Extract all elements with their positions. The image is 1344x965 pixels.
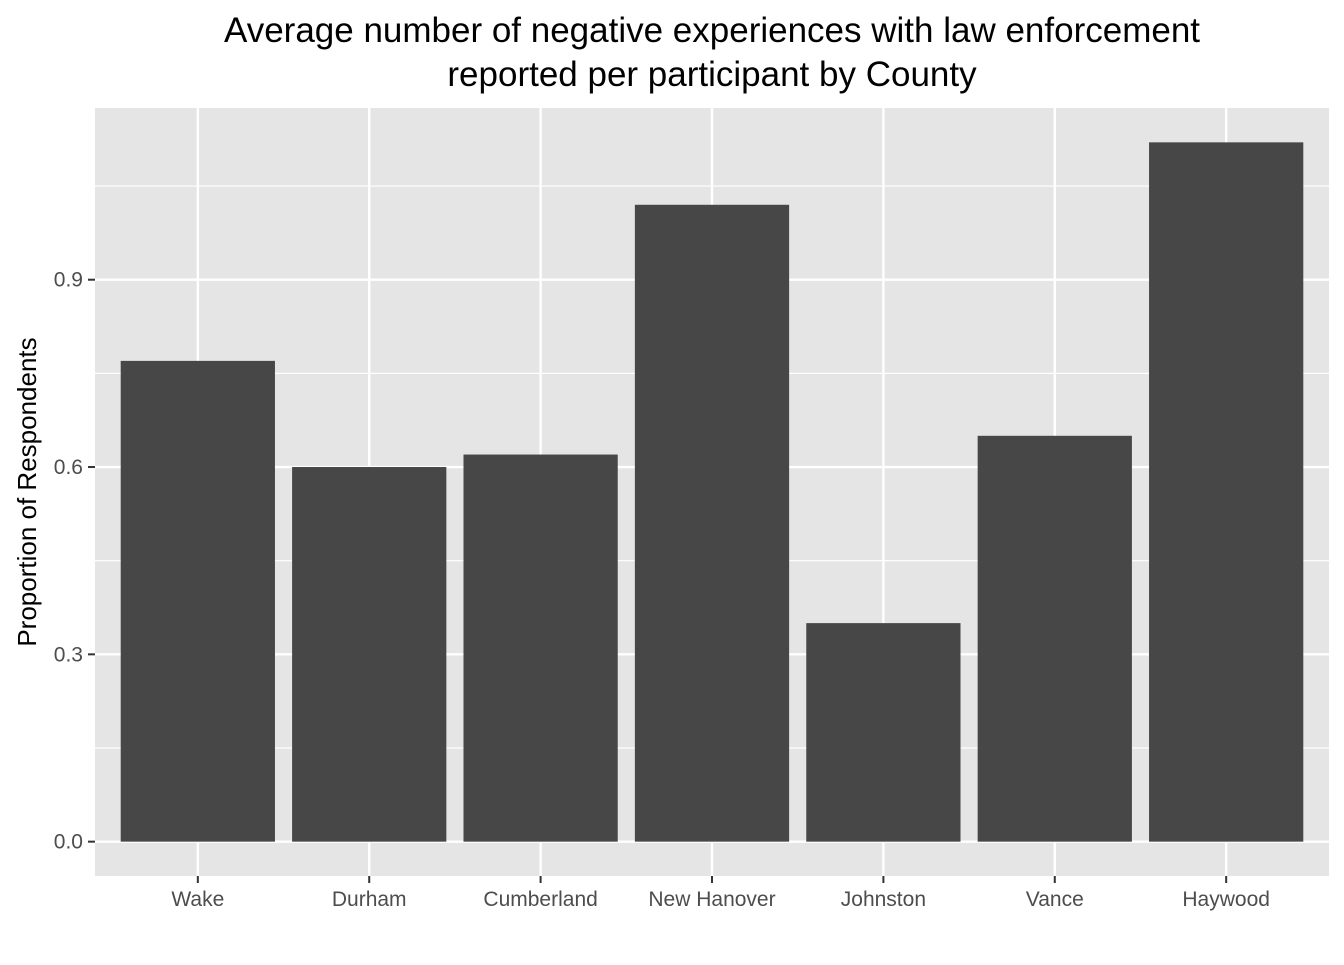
- x-tick-label: Vance: [1026, 888, 1084, 911]
- bar-cumberland: [463, 454, 618, 842]
- bar-vance: [977, 435, 1132, 842]
- bar-haywood: [1149, 142, 1304, 842]
- bar-durham: [292, 467, 447, 842]
- bar-wake: [120, 360, 275, 842]
- chart-title-line-2: reported per participant by County: [447, 55, 977, 94]
- x-tick-label: Durham: [332, 888, 407, 911]
- bars-layer: [120, 142, 1304, 842]
- chart-title-line-1: Average number of negative experiences w…: [224, 11, 1200, 50]
- bar-johnston: [806, 623, 961, 842]
- y-tick-label: 0.0: [54, 831, 83, 854]
- y-tick-label: 0.6: [54, 456, 83, 479]
- x-tick-label: Johnston: [841, 888, 926, 911]
- x-tick-label: Haywood: [1182, 888, 1270, 911]
- axis-layer: 0.0 0.3 0.6 0.9 Wake Durham Cumberland New Hano…: [54, 269, 1270, 911]
- bar-new-hanover: [634, 204, 790, 842]
- y-tick-label: 0.3: [54, 643, 83, 666]
- y-tick-label: 0.9: [54, 269, 83, 292]
- x-tick-label: Wake: [171, 888, 224, 911]
- x-tick-label: Cumberland: [483, 888, 597, 911]
- y-axis-title: Proportion of Respondents: [12, 337, 42, 646]
- x-tick-label: New Hanover: [648, 888, 775, 911]
